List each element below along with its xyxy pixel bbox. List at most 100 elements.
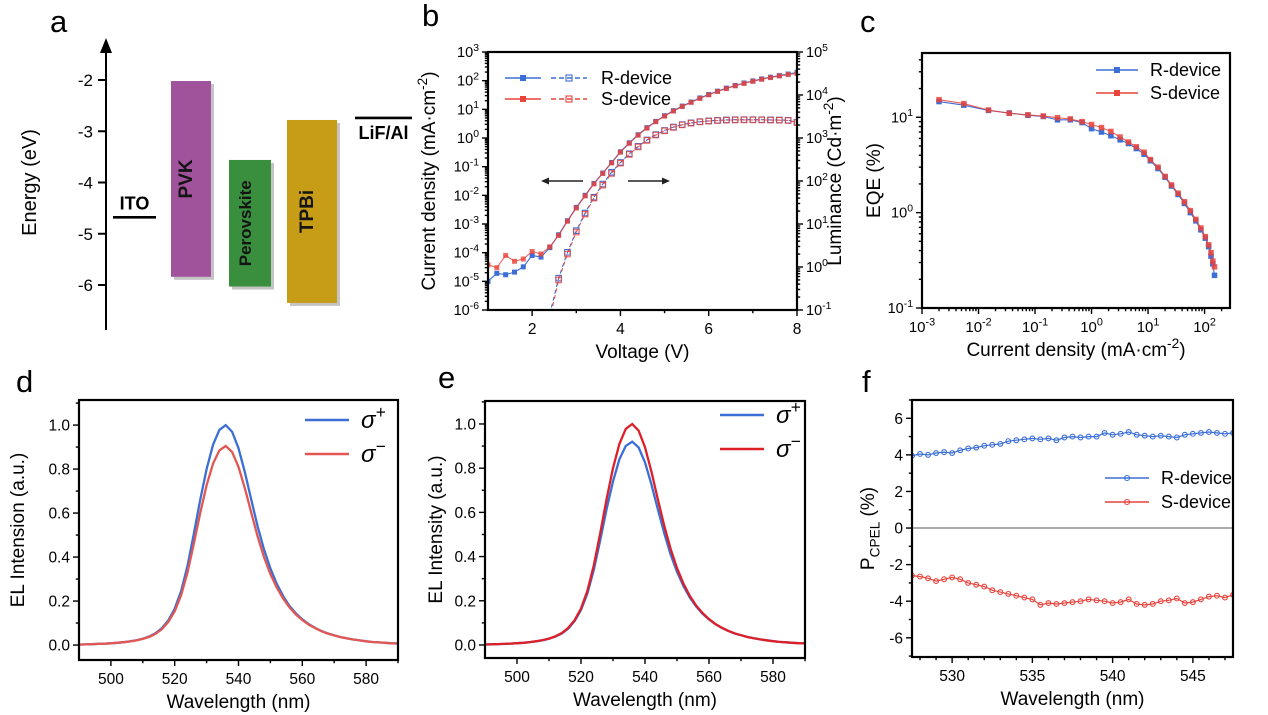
svg-text:Current density (mA·cm-2): Current density (mA·cm-2) (966, 336, 1185, 361)
svg-text:101: 101 (806, 215, 828, 233)
svg-text:Luminance (Cd·m-2): Luminance (Cd·m-2) (821, 96, 846, 266)
svg-text:0.2: 0.2 (454, 593, 476, 610)
svg-text:540: 540 (632, 669, 658, 686)
svg-text:540: 540 (1100, 668, 1126, 685)
svg-text:0.4: 0.4 (48, 550, 70, 567)
svg-text:0.4: 0.4 (454, 549, 476, 566)
panel-a-energy-level-diagram: -2 -3 -4 -5 -6 Energy (eV) ITO PVK Perovskite TPB… (19, 38, 412, 330)
svg-text:100: 100 (891, 204, 913, 222)
svg-text:10-2: 10-2 (454, 186, 480, 204)
svg-text:103: 103 (806, 129, 828, 147)
svg-text:545: 545 (1180, 668, 1206, 685)
svg-text:100: 100 (1080, 317, 1103, 336)
svg-text:-6: -6 (889, 630, 903, 647)
panel-e-el-spectrum-chart: 500 520 540 560 580 Wavelength (nm) 0.0 0.2 0.4 0… (426, 397, 807, 711)
svg-text:520: 520 (568, 669, 594, 686)
svg-text:ITO: ITO (120, 193, 150, 213)
svg-text:0.6: 0.6 (454, 505, 476, 522)
svg-text:R-device: R-device (1161, 468, 1232, 488)
svg-text:10-1: 10-1 (454, 158, 480, 176)
svg-text:100: 100 (806, 258, 828, 276)
svg-text:Wavelength (nm): Wavelength (nm) (573, 690, 717, 711)
svg-text:10-3: 10-3 (909, 317, 935, 336)
svg-text:S-device: S-device (1150, 83, 1220, 103)
svg-text:540: 540 (226, 671, 252, 688)
svg-text:Wavelength (nm): Wavelength (nm) (167, 692, 311, 713)
svg-text:560: 560 (289, 671, 315, 688)
panel-c-eqe-chart: 10-3 10-2 10-1 100 101 102 Current density (mA… (864, 51, 1232, 361)
svg-text:EL Intension (a.u.): EL Intension (a.u.) (8, 453, 29, 608)
svg-text:TPBi: TPBi (297, 190, 318, 233)
svg-text:0.8: 0.8 (454, 461, 476, 478)
svg-text:σ−: σ− (776, 431, 801, 463)
svg-text:0.6: 0.6 (48, 506, 70, 523)
svg-text:105: 105 (806, 43, 828, 61)
svg-text:2: 2 (894, 484, 903, 501)
svg-text:100: 100 (457, 129, 479, 147)
svg-text:580: 580 (760, 669, 786, 686)
svg-text:10-2: 10-2 (965, 317, 991, 336)
svg-text:1.0: 1.0 (48, 418, 70, 435)
svg-text:-6: -6 (78, 276, 93, 295)
svg-text:σ+: σ+ (361, 402, 386, 434)
svg-text:Energy (eV): Energy (eV) (19, 129, 41, 236)
svg-text:101: 101 (891, 108, 913, 126)
panel-f-cpel-chart: 530 535 540 545 Wavelength (nm) -6 -4 -2 0 2 4 6 PCP… (858, 398, 1235, 710)
panel-letter-c: c (860, 4, 876, 39)
panel-b-jv-luminance-chart: 2 4 6 8 Voltage (V) 10-6 10-5 10-4 10-3 10-2 10-1 1… (415, 43, 846, 363)
svg-text:-4: -4 (889, 594, 903, 611)
svg-text:10-1: 10-1 (806, 301, 832, 319)
svg-text:4: 4 (616, 321, 625, 338)
svg-text:520: 520 (162, 671, 188, 688)
svg-text:EL Intensity (a.u.): EL Intensity (a.u.) (426, 455, 447, 603)
svg-text:-2: -2 (78, 71, 93, 90)
svg-text:-5: -5 (78, 225, 93, 244)
svg-text:500: 500 (98, 671, 124, 688)
panel-letter-e: e (438, 360, 456, 395)
svg-text:10-1: 10-1 (1022, 317, 1048, 336)
svg-text:2: 2 (528, 321, 537, 338)
panel-letter-f: f (862, 364, 871, 399)
svg-text:580: 580 (353, 671, 379, 688)
svg-text:530: 530 (939, 668, 965, 685)
svg-text:10-4: 10-4 (454, 244, 480, 262)
svg-text:Perovskite: Perovskite (236, 180, 255, 266)
svg-text:-4: -4 (78, 174, 93, 193)
svg-text:102: 102 (1193, 317, 1216, 336)
svg-text:10-3: 10-3 (454, 215, 480, 233)
svg-text:10-5: 10-5 (454, 272, 480, 290)
svg-text:104: 104 (806, 86, 828, 104)
svg-text:102: 102 (806, 172, 828, 190)
svg-text:R-device: R-device (601, 68, 672, 88)
svg-text:103: 103 (457, 43, 479, 61)
svg-text:4: 4 (894, 447, 903, 464)
svg-text:0: 0 (894, 521, 903, 538)
svg-text:Wavelength (nm): Wavelength (nm) (1001, 689, 1145, 710)
panel-d-el-spectrum-chart: 500 520 540 560 580 Wavelength (nm) 0.0 0.2 0.4 0… (8, 398, 400, 713)
panel-letter-b: b (422, 0, 440, 33)
svg-text:1.0: 1.0 (454, 416, 476, 433)
svg-text:6: 6 (704, 321, 713, 338)
svg-text:LiF/Al: LiF/Al (359, 123, 409, 143)
svg-text:S-device: S-device (1161, 492, 1231, 512)
svg-text:R-device: R-device (1150, 60, 1221, 80)
svg-text:σ−: σ− (361, 436, 386, 468)
svg-text:560: 560 (696, 669, 722, 686)
panel-letter-d: d (16, 364, 34, 399)
svg-text:102: 102 (457, 72, 479, 90)
svg-text:0.2: 0.2 (48, 594, 70, 611)
svg-text:S-device: S-device (601, 89, 671, 109)
svg-text:535: 535 (1019, 668, 1045, 685)
svg-text:PCPEL (%): PCPEL (%) (858, 487, 882, 570)
svg-text:0.0: 0.0 (454, 637, 476, 654)
svg-text:101: 101 (1137, 317, 1160, 336)
svg-text:-3: -3 (78, 122, 93, 141)
svg-text:8: 8 (793, 321, 802, 338)
svg-text:Current density (mA·cm-2): Current density (mA·cm-2) (415, 71, 440, 290)
svg-text:EQE (%): EQE (%) (864, 143, 885, 218)
svg-text:σ+: σ+ (776, 397, 801, 429)
svg-text:6: 6 (894, 411, 903, 428)
svg-text:500: 500 (504, 669, 530, 686)
svg-text:101: 101 (457, 100, 479, 118)
